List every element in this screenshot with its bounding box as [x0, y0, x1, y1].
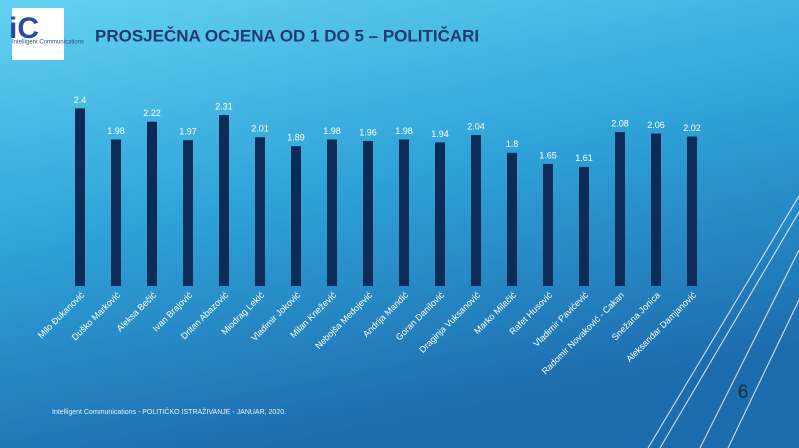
data-label: 2.04 — [467, 121, 485, 131]
bar — [471, 135, 481, 286]
data-label: 2.4 — [74, 95, 87, 105]
data-label: 1.61 — [575, 153, 593, 163]
bar — [507, 152, 517, 286]
bar — [543, 163, 553, 286]
data-label: 2.22 — [143, 108, 161, 118]
data-label: 1.97 — [179, 127, 197, 137]
bar — [111, 139, 121, 286]
data-label: 1.96 — [359, 127, 377, 137]
data-label: 1.98 — [323, 126, 341, 136]
footer: Intelligent Communications - POLITIČKO I… — [52, 407, 286, 416]
data-label: 1.94 — [431, 129, 449, 139]
bar — [687, 136, 697, 286]
bar — [147, 121, 157, 286]
bar — [651, 133, 661, 286]
data-label: 2.08 — [611, 118, 629, 128]
bar — [291, 146, 301, 286]
data-label: 1.8 — [506, 139, 519, 149]
bar — [75, 108, 85, 287]
page-number: 6 — [738, 382, 749, 403]
bar — [435, 142, 445, 286]
bar — [579, 166, 589, 286]
chart-title: PROSJEČNA OCJENA OD 1 DO 5 – POLITIČARI — [95, 26, 479, 45]
logo-text: Intelligent Communications — [12, 40, 84, 46]
bar — [255, 137, 265, 286]
data-label: 1.65 — [539, 150, 557, 160]
bar — [327, 139, 337, 286]
data-label: 1.89 — [287, 133, 305, 143]
logo-box — [12, 8, 64, 60]
bar — [399, 139, 409, 286]
data-label: 2.31 — [215, 101, 233, 111]
bar — [363, 140, 373, 286]
data-label: 1.98 — [395, 126, 413, 136]
logo-mark: iC — [9, 12, 39, 45]
data-label: 2.06 — [647, 120, 665, 130]
decoration — [647, 195, 799, 448]
data-label: 2.02 — [683, 123, 701, 133]
data-label: 2.01 — [251, 124, 269, 134]
data-label: 1.98 — [107, 126, 125, 136]
bar — [183, 140, 193, 286]
bar — [615, 132, 625, 286]
bar — [219, 115, 229, 286]
